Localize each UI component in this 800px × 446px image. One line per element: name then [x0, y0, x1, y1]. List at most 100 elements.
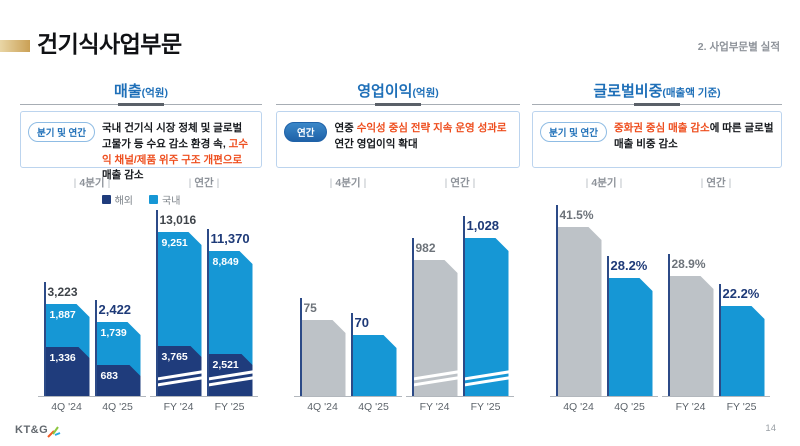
x-axis-label: FY '25	[470, 401, 501, 413]
bar-value-label: 11,370	[210, 231, 250, 246]
axis-tick	[43, 282, 46, 396]
legend-item: 해외	[101, 192, 133, 207]
section-title: 매출(억원)	[114, 83, 168, 100]
chart: 41.5% 4Q '24 28.2% 4Q '25 28.9% FY '24 22.2% FY…	[550, 197, 770, 413]
callout-plain-text: 연간 영업이익 확대	[334, 137, 418, 150]
legend: 해외 국내	[20, 192, 262, 207]
callout-badge: 연간	[284, 122, 328, 142]
group-label-annual: | 연간 |	[444, 177, 476, 189]
bar-slot-4Q24: 41.5% 4Q '24	[555, 197, 602, 413]
x-axis-label: FY '24	[419, 401, 450, 413]
callout-box: 분기 및 연간 중화권 중심 매출 감소에 따른 글로벌 매출 비중 감소	[532, 111, 782, 168]
callout-text: 중화권 중심 매출 감소에 따른 글로벌 매출 비중 감소	[614, 121, 774, 153]
bar: 9,251 3,765	[156, 232, 202, 396]
bar-value-label: 3,223	[47, 285, 78, 299]
bar	[300, 320, 346, 396]
callout-badge: 분기 및 연간	[28, 122, 95, 142]
bar-value-label: 2,422	[98, 302, 132, 317]
group-label-annual: | 연간 |	[700, 177, 732, 189]
ktng-spark-icon	[47, 426, 61, 438]
segment-label-domestic: 8,849	[212, 256, 239, 268]
group-label-quarter: | 4분기 |	[73, 177, 111, 189]
bar-value-label: 41.5%	[559, 208, 594, 222]
bar-slot-FY24: 982 FY '24	[411, 197, 458, 413]
axis-tick	[462, 216, 465, 396]
bar-value-label: 982	[415, 241, 436, 255]
section-title-unit: (억원)	[141, 87, 168, 99]
segment-overseas: 1,336	[44, 347, 90, 396]
bar-slot-4Q25: 70 4Q '25	[350, 197, 397, 413]
chart: 75 4Q '24 70 4Q '25 982 FY '24 1,028 FY '25	[294, 197, 514, 413]
axis-tick	[206, 229, 209, 396]
bar-value-label: 75	[303, 301, 317, 315]
axis-tick	[667, 254, 670, 396]
legend-swatch	[149, 195, 158, 204]
segment-label-domestic: 9,251	[161, 237, 188, 249]
bar	[668, 276, 714, 396]
section-title-unit: (억원)	[412, 87, 439, 99]
title-underline	[20, 103, 262, 106]
segment-label-domestic: 1,887	[49, 309, 76, 321]
x-axis-label: 4Q '24	[307, 401, 338, 413]
callout-emphasis-text: 고수익 채널/제품 위주 구조 개편으로	[101, 137, 248, 166]
callout-badge: 분기 및 연간	[540, 122, 607, 142]
group-labels: | 4분기 | | 연간 |	[550, 175, 770, 190]
callout-emphasis-text: 수익성 중심 전략 지속 운영 성과로	[356, 122, 507, 134]
bar-slot-FY25: 1,028 FY '25	[462, 197, 509, 413]
bar	[607, 278, 653, 396]
page-number: 14	[765, 423, 776, 434]
x-axis-label: 4Q '25	[358, 401, 389, 413]
callout-emphasis-text: 중화권 중심 매출 감소	[613, 122, 710, 134]
legend-swatch	[101, 195, 111, 204]
ktng-logo-text: KT&G	[15, 424, 49, 436]
bar-slot-4Q24: 3,223 1,887 1,336 4Q '24	[43, 197, 90, 413]
title-underline	[276, 103, 520, 106]
bar: 1,887 1,336	[44, 304, 90, 396]
section-3: 글로벌비중(매출액 기준) 분기 및 연간 중화권 중심 매출 감소에 따른 글로벌…	[532, 80, 782, 415]
legend-item: 국내	[149, 192, 180, 207]
x-axis-label: FY '25	[214, 401, 245, 413]
callout-plain-text: 국내 건기식 시장 정체 및 글로벌 고물가 등 수요 감소 환경 속,	[101, 122, 243, 150]
bar-value-label: 70	[354, 315, 369, 330]
group-labels: | 4분기 | | 연간 |	[294, 175, 514, 190]
axis-tick	[299, 298, 302, 396]
chart-group-annual: 13,016 9,251 3,765 FY '24 11,370 8,849 2,521 FY…	[150, 197, 258, 413]
section-2: 영업이익(억원) 연간 연중 수익성 중심 전략 지속 운영 성과로 연간 영업이익…	[276, 80, 520, 415]
page-title: 건기식사업부문	[37, 31, 182, 57]
axis-tick	[411, 238, 414, 396]
bar	[463, 238, 509, 396]
bar-slot-4Q25: 2,422 1,739 683 4Q '25	[94, 197, 141, 413]
bar-slot-FY25: 11,370 8,849 2,521 FY '25	[206, 197, 253, 413]
bar-slot-FY25: 22.2% FY '25	[718, 197, 765, 413]
chart-group-annual: 28.9% FY '24 22.2% FY '25	[662, 197, 770, 413]
chart-group-quarter: 3,223 1,887 1,336 4Q '24 2,422 1,739 683 4Q '25	[38, 197, 146, 413]
bar	[719, 306, 765, 396]
bar	[556, 227, 602, 396]
axis-tick	[94, 300, 97, 396]
bar-value-label: 22.2%	[722, 286, 760, 301]
section-title-unit: (매출액 기준)	[662, 87, 721, 99]
chart-group-quarter: 75 4Q '24 70 4Q '25	[294, 197, 402, 413]
chart-group-quarter: 41.5% 4Q '24 28.2% 4Q '25	[550, 197, 658, 413]
bar	[351, 335, 397, 396]
bar: 8,849 2,521	[207, 251, 253, 396]
axis-tick	[606, 256, 609, 396]
chart: 3,223 1,887 1,336 4Q '24 2,422 1,739 683 4Q '25…	[38, 197, 258, 413]
group-label-annual: | 연간 |	[188, 177, 220, 189]
callout-text: 연중 수익성 중심 전략 지속 운영 성과로 연간 영업이익 확대	[334, 121, 512, 153]
bar-slot-FY24: 28.9% FY '24	[667, 197, 714, 413]
section-title: 영업이익(억원)	[357, 83, 439, 100]
segment-label-overseas: 2,521	[212, 359, 239, 371]
axis-tick	[350, 313, 353, 396]
bar-value-label: 13,016	[159, 213, 197, 227]
group-labels: | 4분기 | | 연간 |	[38, 175, 258, 190]
bar	[412, 260, 458, 396]
bar-value-label: 28.9%	[671, 257, 706, 271]
title-underline	[532, 103, 782, 106]
callout-box: 분기 및 연간 국내 건기식 시장 정체 및 글로벌 고물가 등 수요 감소 환경…	[20, 111, 262, 181]
segment-label-overseas: 1,336	[49, 352, 76, 364]
bar-value-label: 28.2%	[610, 258, 648, 273]
axis-tick	[155, 210, 158, 396]
segment-label-overseas: 683	[100, 370, 119, 382]
bar-slot-4Q25: 28.2% 4Q '25	[606, 197, 653, 413]
